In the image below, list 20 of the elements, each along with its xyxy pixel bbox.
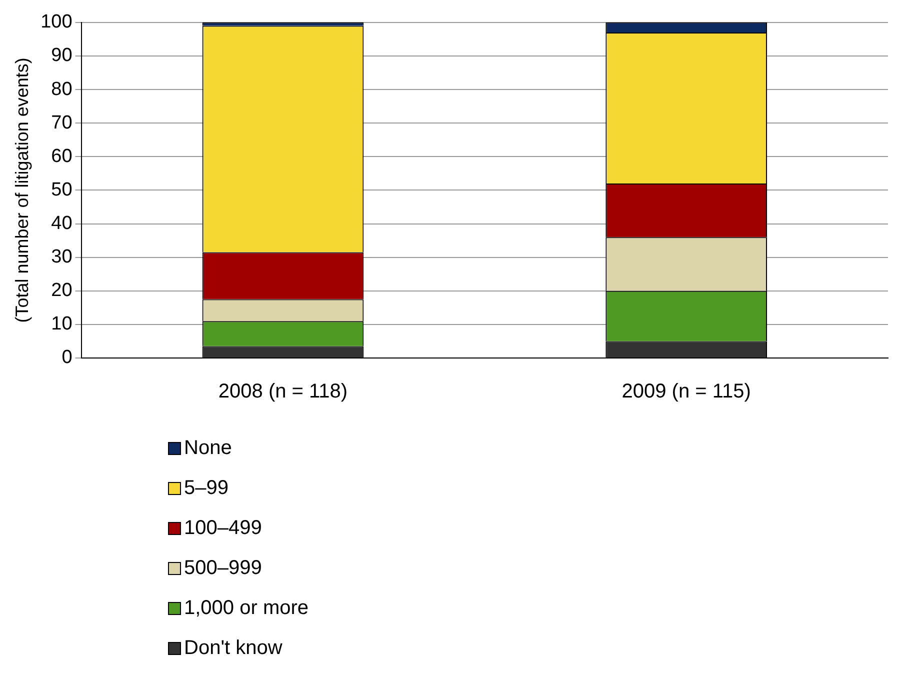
- y-tick-label: 10: [51, 314, 72, 335]
- legend-label: 5–99: [184, 476, 228, 500]
- y-tick-label: 100: [40, 12, 72, 33]
- y-tick-label: 90: [51, 45, 72, 66]
- y-tick-label: 20: [51, 280, 72, 302]
- y-tick-label: 40: [51, 212, 72, 234]
- y-tick-label: 0: [62, 347, 72, 368]
- legend-label: 500–999: [184, 556, 262, 580]
- y-tick-label: 60: [51, 146, 72, 167]
- y-tick-label: 80: [51, 78, 72, 100]
- legend-label: 100–499: [184, 516, 262, 540]
- y-tick-label: 50: [51, 179, 72, 200]
- y-tick-label: 70: [51, 112, 72, 134]
- legend-label: None: [184, 436, 232, 460]
- x-tick-label: 2009 (n = 115): [622, 380, 751, 403]
- y-tick-label: 30: [51, 246, 72, 268]
- legend-label: Don't know: [184, 636, 282, 660]
- legend-label: 1,000 or more: [184, 596, 309, 620]
- y-axis-title: (Total number of litigation events): [12, 58, 32, 323]
- x-tick-label: 2008 (n = 118): [218, 380, 348, 403]
